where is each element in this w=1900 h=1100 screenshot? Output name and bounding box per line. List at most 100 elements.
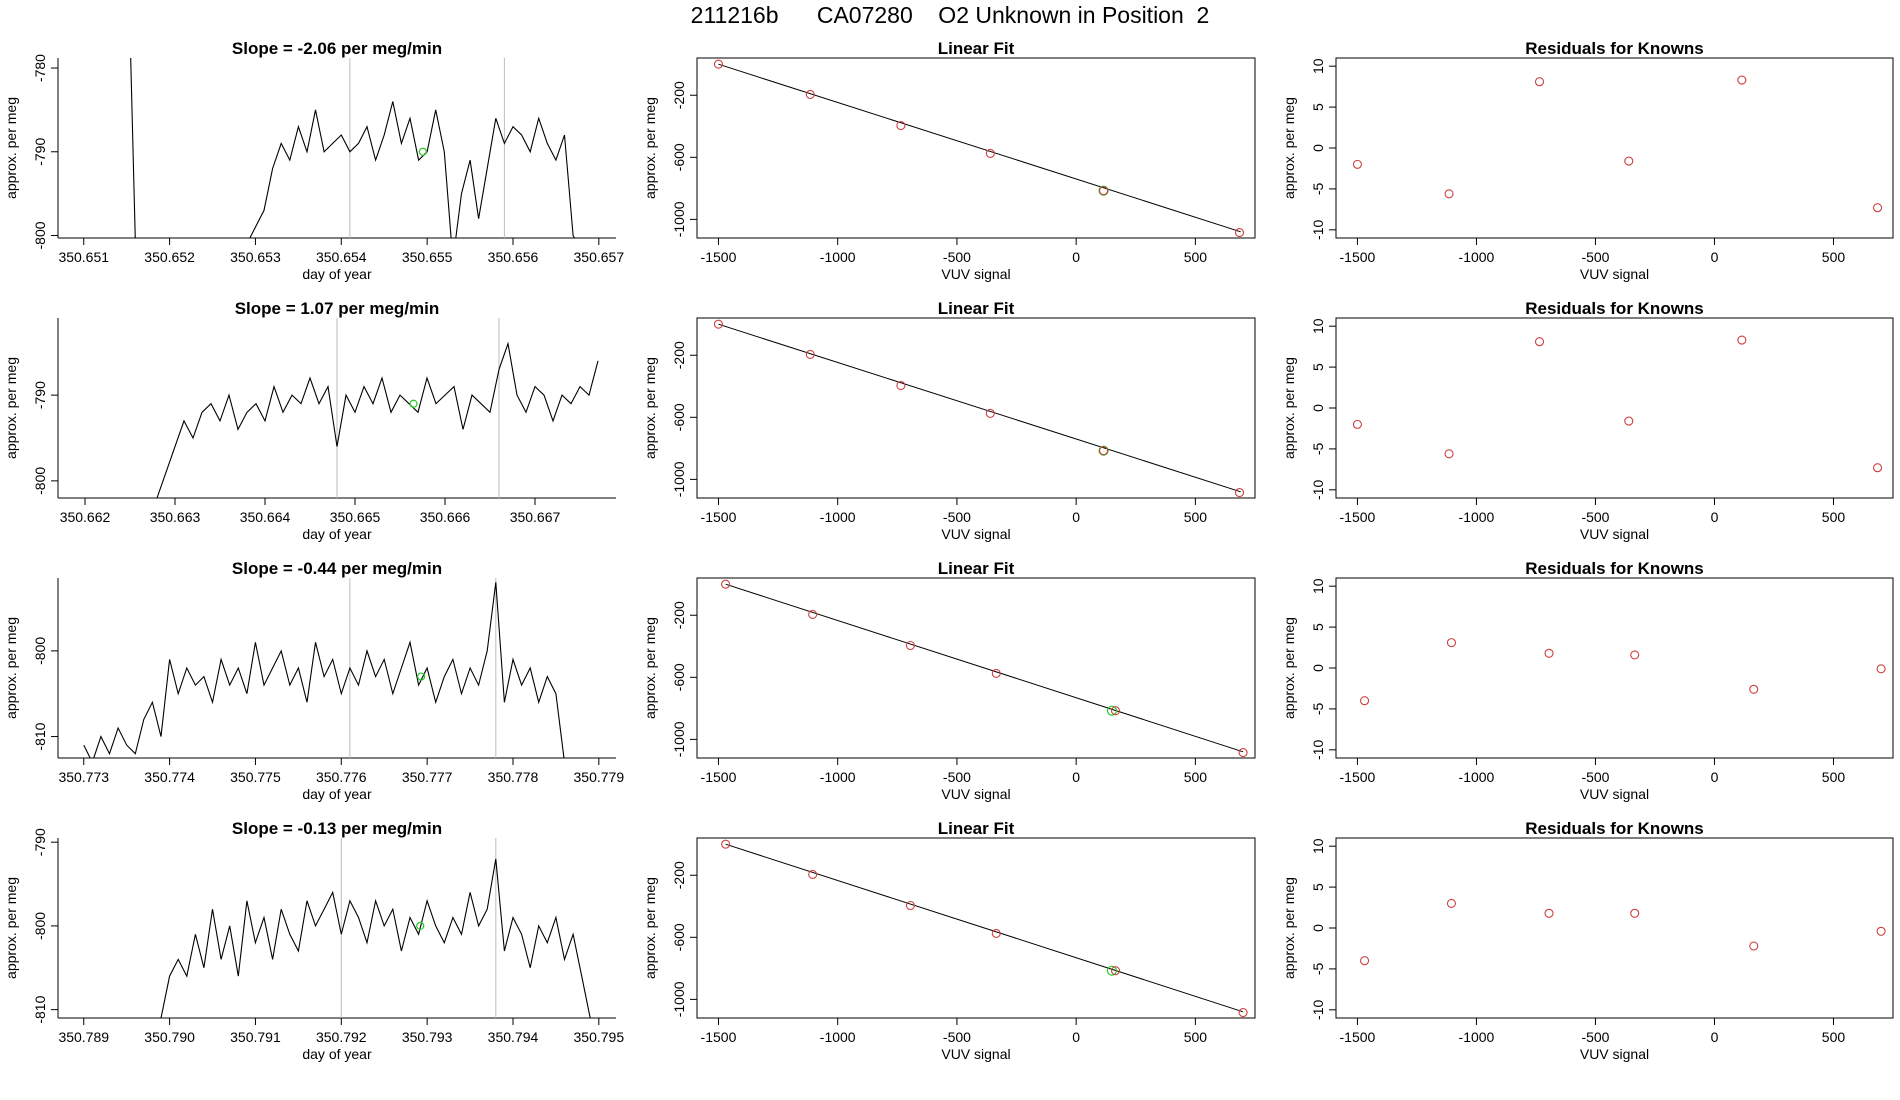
y-tick-label: -810 xyxy=(32,722,48,750)
data-series-line xyxy=(156,341,599,498)
known-point xyxy=(805,349,815,360)
y-tick-label: -5 xyxy=(1310,962,1326,975)
unknown-point xyxy=(417,672,426,681)
residual-point xyxy=(1749,684,1759,694)
figure-title: 211216b CA07280 O2 Unknown in Position 2 xyxy=(690,2,1210,28)
y-tick-label: -600 xyxy=(671,143,687,171)
known-point xyxy=(905,640,915,651)
residual-point xyxy=(1352,419,1362,429)
residual-point xyxy=(1737,335,1747,345)
y-tick-label: -200 xyxy=(671,341,687,369)
x-tick-label: 350.794 xyxy=(488,1029,539,1045)
known-point xyxy=(1234,488,1245,498)
x-tick-label: 0 xyxy=(1711,1029,1719,1045)
x-tick-label: 500 xyxy=(1822,769,1846,785)
y-axis-label: approx. per meg xyxy=(1281,97,1297,199)
x-tick-label: -500 xyxy=(1581,249,1609,265)
known-point xyxy=(991,928,1001,938)
x-tick-label: 350.664 xyxy=(240,509,291,525)
panel-fit-1: Linear Fit -1500 -1000 -500 0 500 -1000 -600 -20… xyxy=(642,39,1256,282)
x-tick-label: 350.793 xyxy=(402,1029,453,1045)
y-tick-label: 0 xyxy=(1310,144,1326,152)
plot-area xyxy=(156,318,599,498)
residual-point xyxy=(1876,664,1886,674)
y-tick-label: -1000 xyxy=(671,721,687,757)
data-series-line xyxy=(160,858,591,1018)
x-tick-label: 350.657 xyxy=(574,249,625,265)
panel-title: Slope = -0.44 per meg/min xyxy=(232,559,442,578)
residual-point xyxy=(1876,926,1886,936)
x-tick-label: -500 xyxy=(943,1029,971,1045)
y-tick-label: -800 xyxy=(32,221,48,249)
x-tick-label: -1500 xyxy=(701,769,737,785)
plot-area xyxy=(721,839,1248,1018)
unknown-point xyxy=(1106,965,1118,976)
y-tick-label: -5 xyxy=(1310,442,1326,455)
panel-title: Linear Fit xyxy=(938,559,1015,578)
y-tick-label: 5 xyxy=(1310,103,1326,111)
panel-time-2: Slope = 1.07 per meg/min 350.662 350.663 35… xyxy=(3,299,616,542)
plot-area xyxy=(160,838,591,1018)
known-point xyxy=(1099,186,1109,196)
panel-time-4: Slope = -0.13 per meg/min 350.789 350.790 3… xyxy=(3,819,624,1062)
known-point xyxy=(896,120,906,131)
x-axis-label: VUV signal xyxy=(941,786,1010,802)
y-tick-label: 10 xyxy=(1310,58,1326,74)
residual-point xyxy=(1446,898,1456,909)
known-point xyxy=(985,148,995,158)
x-axis-label: VUV signal xyxy=(1580,266,1649,282)
panel-title: Linear Fit xyxy=(938,299,1015,318)
y-tick-label: -200 xyxy=(671,81,687,109)
y-tick-label: -200 xyxy=(671,861,687,889)
panel-fit-4: Linear Fit -1500 -1000 -500 0 500 -1000 -600 -20… xyxy=(642,819,1256,1062)
x-tick-label: 350.779 xyxy=(574,769,625,785)
x-tick-label: -1000 xyxy=(820,509,856,525)
known-point xyxy=(1110,706,1121,716)
known-point xyxy=(1234,228,1245,238)
y-tick-label: -1000 xyxy=(671,461,687,497)
x-tick-label: 350.795 xyxy=(574,1029,625,1045)
residual-point xyxy=(1444,449,1454,459)
fit-line xyxy=(718,63,1241,233)
y-axis-label: approx. per meg xyxy=(3,877,19,979)
data-series-line xyxy=(130,58,576,238)
y-tick-label: -790 xyxy=(32,828,48,856)
y-axis-label: approx. per meg xyxy=(3,617,19,719)
x-tick-label: 350.665 xyxy=(330,509,381,525)
x-tick-label: 350.773 xyxy=(58,769,109,785)
known-point xyxy=(1238,748,1248,758)
y-axis-label: approx. per meg xyxy=(1281,617,1297,719)
y-tick-label: -790 xyxy=(32,381,48,409)
panel-title: Residuals for Knowns xyxy=(1525,299,1704,318)
y-tick-label: -10 xyxy=(1310,739,1326,759)
panel-resid-1: Residuals for Knowns -1500 -1000 -500 0 500 -1… xyxy=(1281,39,1894,282)
x-tick-label: 0 xyxy=(1072,509,1080,525)
plot-frame xyxy=(1335,577,1894,759)
plot-area xyxy=(1360,638,1886,706)
x-axis-label: VUV signal xyxy=(1580,786,1649,802)
known-point xyxy=(985,408,995,418)
y-tick-label: -600 xyxy=(671,663,687,691)
x-axis-label: day of year xyxy=(302,1046,372,1062)
unknown-point xyxy=(1106,705,1118,716)
panel-fit-2: Linear Fit -1500 -1000 -500 0 500 -1000 -600 -20… xyxy=(642,299,1256,542)
x-tick-label: 350.792 xyxy=(316,1029,367,1045)
plot-frame xyxy=(1335,57,1894,239)
y-tick-label: -810 xyxy=(32,995,48,1023)
plot-frame xyxy=(1335,837,1894,1019)
y-axis-label: approx. per meg xyxy=(642,877,658,979)
known-point xyxy=(808,869,818,880)
x-tick-label: 350.655 xyxy=(402,249,453,265)
x-tick-label: -500 xyxy=(943,249,971,265)
residual-point xyxy=(1444,189,1454,199)
x-tick-label: -1500 xyxy=(1340,249,1376,265)
plot-area xyxy=(1352,75,1883,213)
x-tick-label: 350.774 xyxy=(144,769,195,785)
x-tick-label: 350.654 xyxy=(316,249,367,265)
plot-frame xyxy=(696,317,1256,499)
y-tick-label: -600 xyxy=(671,403,687,431)
residual-point xyxy=(1352,159,1362,169)
residual-point xyxy=(1544,908,1554,918)
panel-title: Residuals for Knowns xyxy=(1525,39,1704,58)
